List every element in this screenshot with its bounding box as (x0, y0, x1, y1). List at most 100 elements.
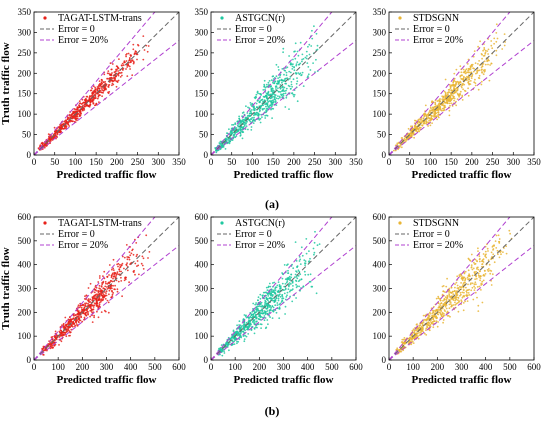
data-point (467, 71, 470, 74)
data-point (308, 53, 311, 56)
data-point (308, 250, 310, 253)
data-point (249, 112, 251, 115)
data-point (495, 32, 498, 34)
data-point (259, 313, 261, 316)
data-point (143, 49, 146, 51)
data-point (85, 105, 88, 107)
data-point (462, 309, 465, 312)
data-point (430, 114, 432, 117)
data-point (132, 62, 135, 65)
data-point (107, 84, 110, 87)
data-point (448, 89, 451, 91)
data-point (136, 58, 138, 61)
data-point (123, 256, 126, 259)
data-point (264, 302, 267, 305)
x-tick-label: 500 (503, 362, 517, 372)
data-point (409, 135, 412, 138)
data-point (269, 316, 271, 318)
data-point (431, 100, 433, 102)
x-tick-label: 200 (431, 362, 445, 372)
data-point (47, 133, 50, 136)
data-point (113, 71, 116, 74)
data-point (430, 107, 432, 110)
data-point (469, 259, 472, 262)
data-point (253, 116, 255, 119)
data-point (233, 343, 236, 345)
data-point (444, 301, 446, 304)
data-point (265, 105, 267, 108)
data-point (281, 299, 284, 302)
data-point (80, 112, 82, 115)
data-point (117, 280, 120, 283)
data-point (134, 273, 136, 276)
data-point (481, 260, 484, 263)
data-point (274, 289, 277, 291)
legend-label-error-20: Error = 20% (235, 35, 285, 46)
data-point (246, 328, 248, 331)
data-point (250, 111, 252, 113)
x-tick-label: 400 (479, 362, 493, 372)
y-tick-label: 150 (195, 89, 209, 99)
data-point (448, 289, 450, 292)
data-point (429, 124, 432, 127)
error-20-line-upper (34, 217, 156, 360)
data-point (260, 105, 262, 108)
data-point (275, 286, 278, 289)
data-point (470, 77, 473, 79)
data-point (429, 117, 431, 120)
data-point (245, 105, 247, 108)
data-point (291, 85, 293, 88)
data-point (281, 295, 284, 298)
data-point (91, 321, 94, 323)
data-point (442, 315, 445, 317)
data-point (243, 321, 246, 324)
data-point (457, 297, 460, 299)
data-point (51, 346, 53, 349)
data-point (448, 102, 451, 105)
data-point (429, 323, 432, 326)
data-point (442, 299, 444, 302)
data-point (89, 104, 91, 107)
data-point (476, 286, 479, 288)
legend-label-model: ASTGCN(r) (235, 13, 285, 24)
data-point (93, 298, 96, 300)
data-point (261, 116, 263, 118)
data-point (429, 109, 431, 112)
data-point (455, 91, 457, 94)
data-point (277, 77, 279, 79)
data-point (476, 268, 478, 270)
data-point (269, 308, 272, 311)
data-point (468, 76, 470, 79)
data-point (297, 63, 300, 66)
data-point (123, 279, 126, 282)
data-point (496, 249, 499, 252)
data-point (228, 349, 230, 352)
data-point (289, 278, 292, 280)
data-point (458, 274, 461, 277)
y-tick-label: 250 (373, 48, 387, 58)
data-point (89, 305, 91, 308)
data-point (97, 87, 100, 90)
data-point (92, 308, 95, 311)
x-tick-label: 350 (172, 157, 186, 167)
data-point (240, 332, 242, 334)
data-point (498, 256, 501, 259)
y-tick-label: 0 (27, 150, 32, 160)
data-point (402, 341, 405, 344)
data-point (484, 63, 487, 66)
data-point (444, 92, 447, 95)
data-point (271, 91, 274, 94)
data-point (270, 306, 273, 309)
data-point (58, 330, 61, 333)
data-point (479, 279, 481, 282)
data-point (279, 293, 281, 296)
x-tick-label: 0 (387, 362, 392, 372)
data-point (115, 279, 118, 282)
y-tick-label: 300 (195, 27, 209, 37)
scatter-panel-0-2: 0 50 100 150 200 250 300 3500501001502002503003… (373, 7, 542, 181)
data-point (297, 72, 300, 74)
data-point (236, 342, 238, 345)
data-point (76, 325, 79, 327)
data-point (54, 330, 57, 333)
data-point (472, 70, 475, 73)
